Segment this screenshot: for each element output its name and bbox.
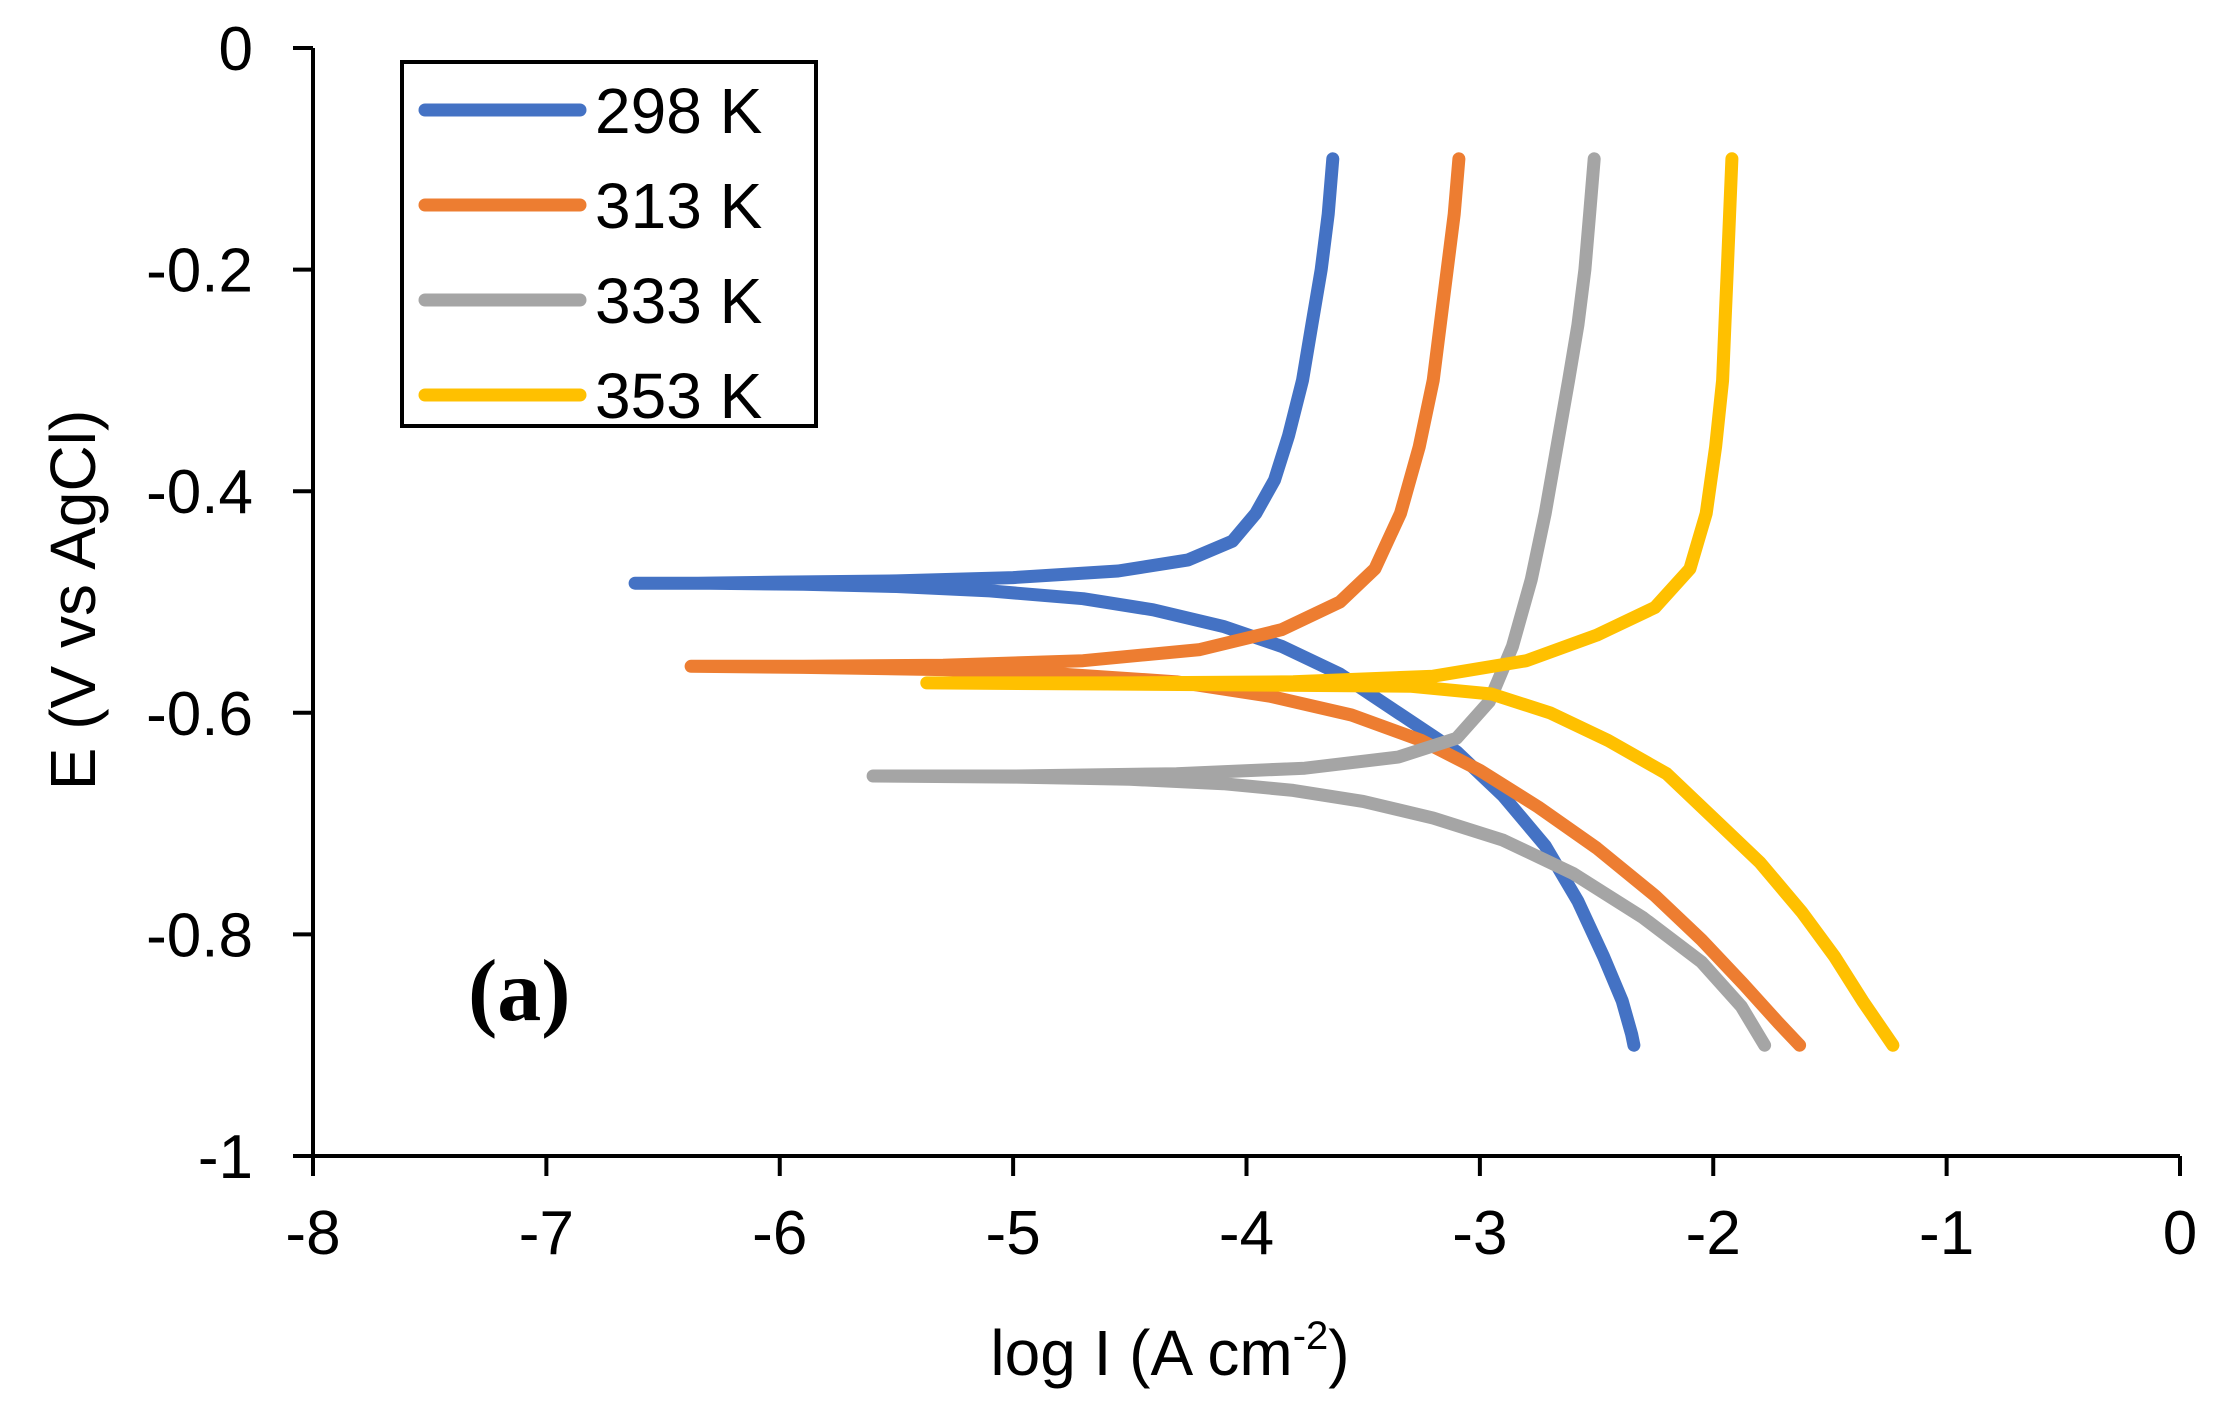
x-axis-title: log I (A cm-2) — [990, 1314, 1349, 1389]
x-tick-label: -3 — [1452, 1199, 1507, 1268]
legend: 298 K 313 K 333 K 353 K — [400, 60, 818, 432]
x-tick-label: -1 — [1919, 1199, 1974, 1268]
x-axis-title-end: ) — [1328, 1317, 1349, 1389]
x-axis-title-main: log I (A cm — [990, 1317, 1292, 1389]
legend-box — [400, 60, 818, 428]
legend-label: 333 K — [595, 265, 762, 337]
legend-label: 353 K — [595, 360, 762, 432]
x-tick-label: -5 — [986, 1199, 1041, 1268]
series-line-298-k — [628, 152, 1641, 1052]
y-tick-label: -0.4 — [146, 458, 253, 527]
x-axis-title-sup: -2 — [1293, 1314, 1329, 1358]
ticks: -8 -7 -6 -5 -4 -3 -2 -1 0 0 -0.2 -0.4 -0.6 -0.8 -1 — [146, 15, 2197, 1268]
series-line-333-k — [866, 152, 1772, 1052]
x-tick-label: -4 — [1219, 1199, 1274, 1268]
y-tick-label: -0.6 — [146, 680, 253, 749]
series-group — [628, 152, 1900, 1052]
x-tick-label: 0 — [2163, 1199, 2197, 1268]
y-tick-label: -1 — [198, 1123, 253, 1192]
series-line-313-k — [684, 152, 1807, 1052]
legend-label: 298 K — [595, 75, 762, 147]
panel-label: (a) — [468, 943, 571, 1040]
x-tick-label: -6 — [752, 1199, 807, 1268]
y-tick-label: -0.2 — [146, 237, 253, 306]
y-tick-label: 0 — [219, 15, 253, 84]
legend-label: 313 K — [595, 170, 762, 242]
x-tick-label: -7 — [519, 1199, 574, 1268]
series-line-353-k — [920, 152, 1900, 1052]
x-tick-label: -2 — [1686, 1199, 1741, 1268]
x-tick-label: -8 — [285, 1199, 340, 1268]
y-axis-title: E (V vs AgCl) — [37, 410, 109, 791]
y-tick-label: -0.8 — [146, 901, 253, 970]
